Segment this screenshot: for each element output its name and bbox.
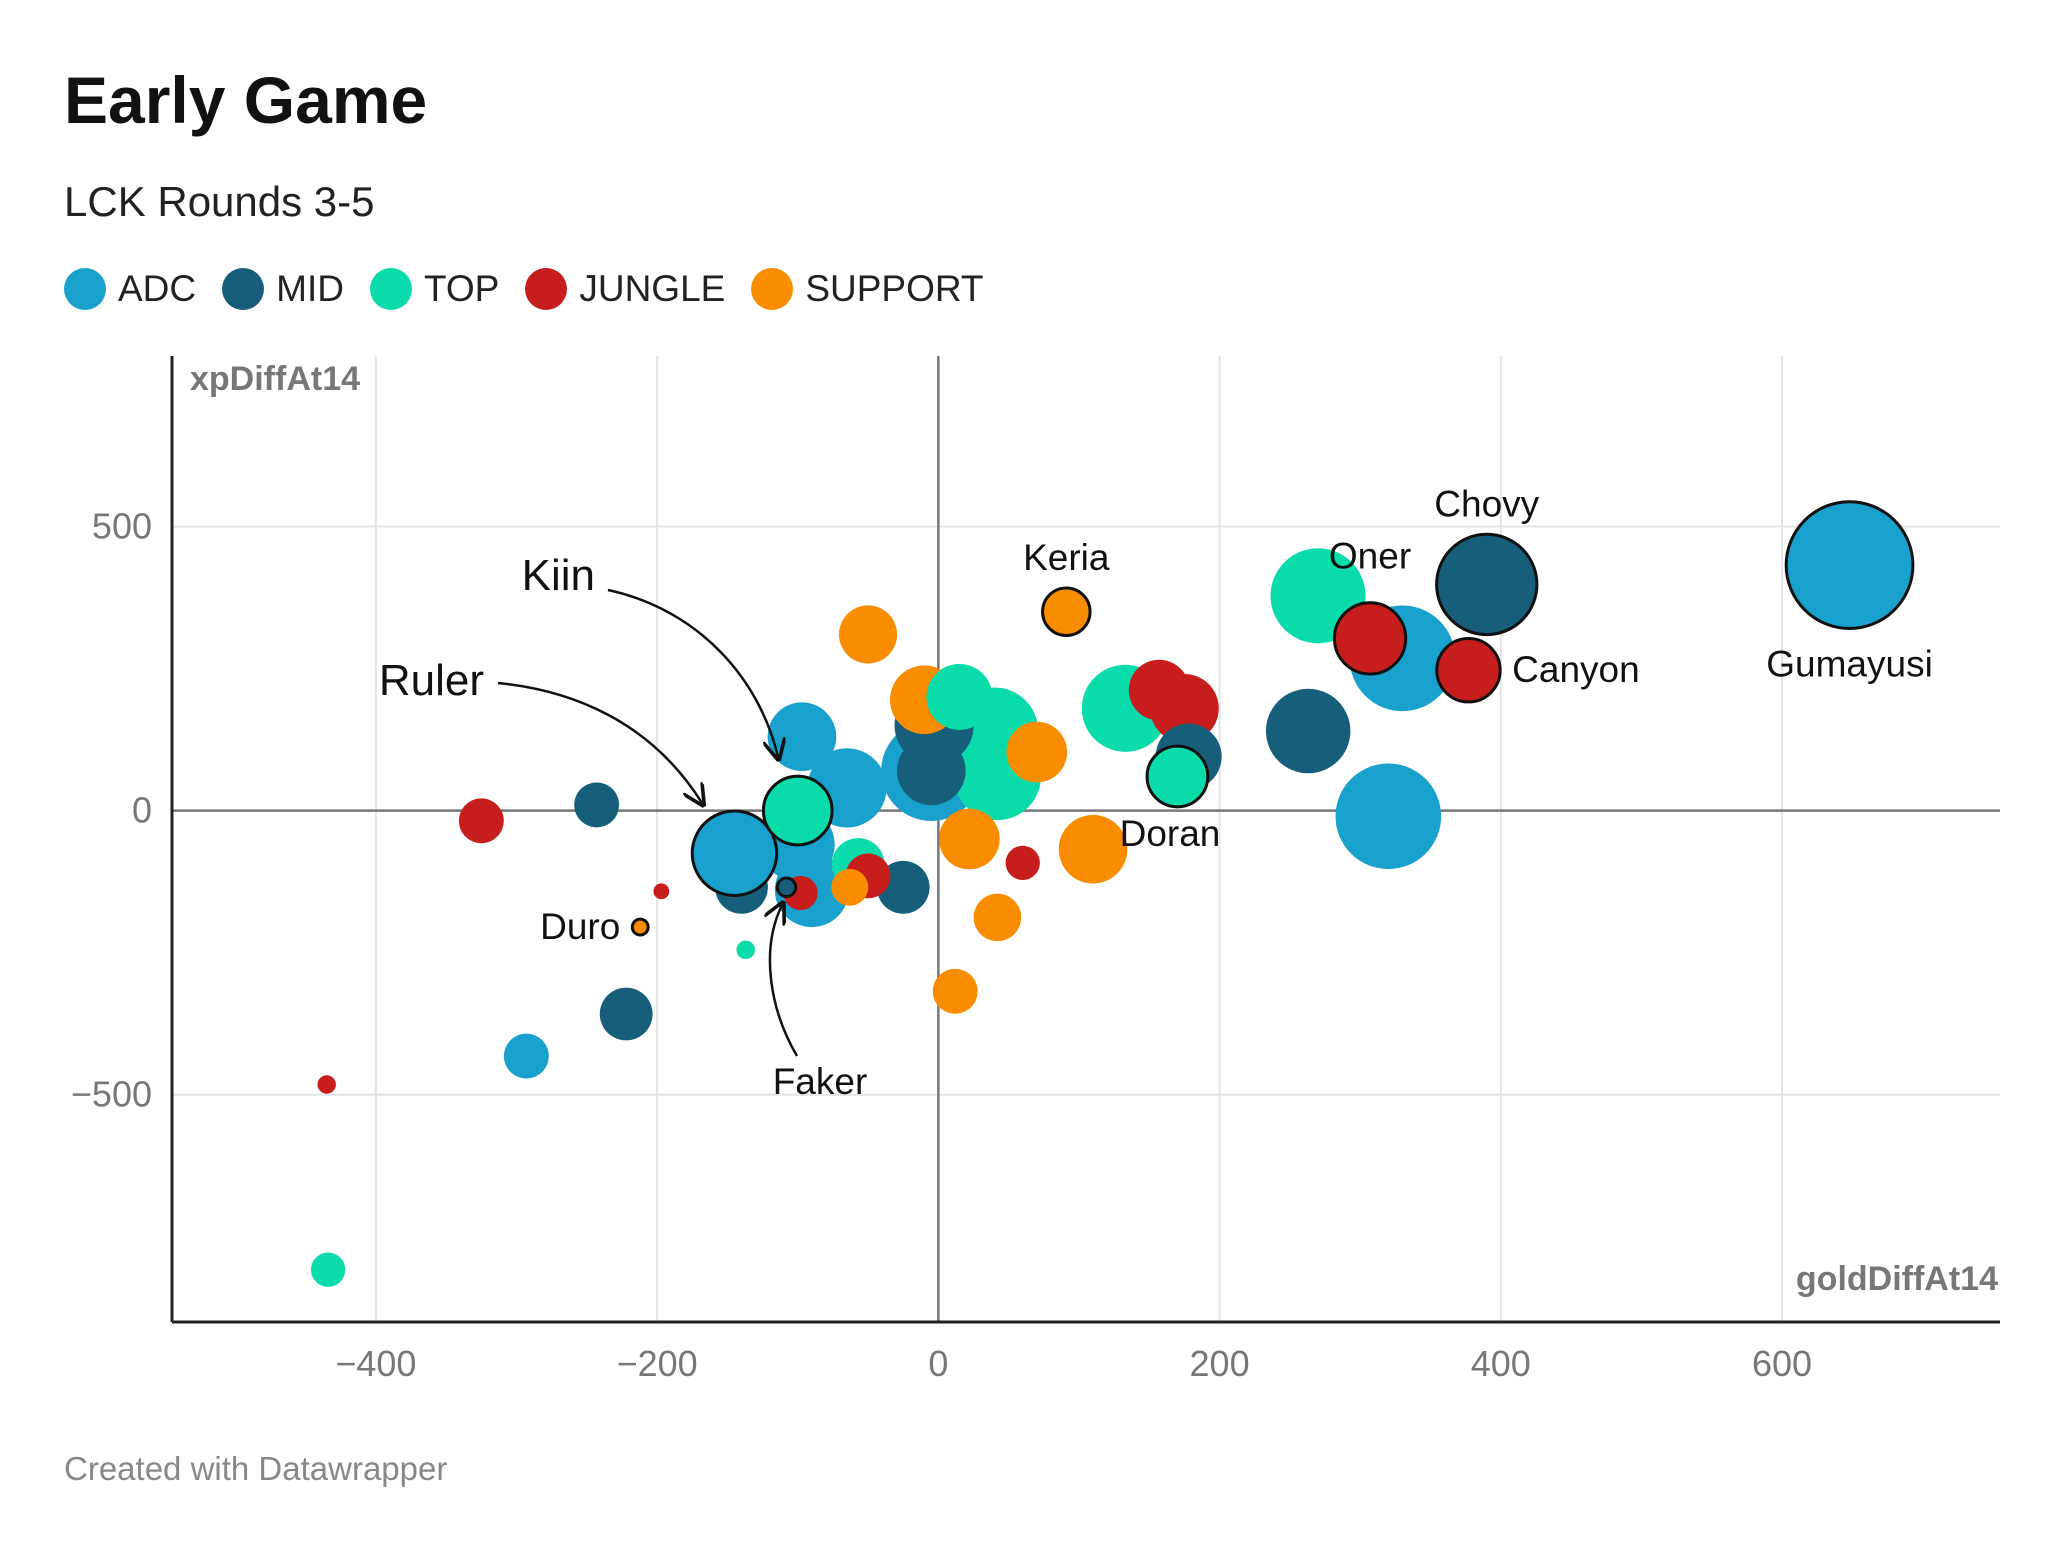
y-tick-label: −500 (71, 1074, 152, 1115)
point-adc (503, 1033, 549, 1079)
x-tick-label: 0 (928, 1343, 948, 1384)
point-jungle (458, 798, 504, 844)
point-label-gumayusi: Gumayusi (1766, 643, 1933, 684)
legend-label-jungle: JUNGLE (579, 268, 726, 309)
legend-item-adc: ADC (64, 268, 196, 310)
point-label-duro: Duro (540, 906, 620, 947)
y-tick-label: 0 (132, 790, 152, 831)
point-support (831, 868, 869, 906)
legend-label-top: TOP (423, 268, 500, 309)
point-support (973, 893, 1022, 942)
legend-swatch-top (369, 268, 412, 310)
point-top (926, 663, 993, 730)
point-mid (574, 782, 620, 828)
point-support (1006, 721, 1068, 783)
x-tick-label: 600 (1752, 1343, 1812, 1384)
legend-item-jungle: JUNGLE (525, 268, 725, 310)
point-jungle (317, 1075, 336, 1094)
point-support (938, 808, 1000, 870)
point-mid (897, 736, 966, 806)
point-jungle (653, 883, 670, 900)
point-labels: Gumayusi Chovy Ruler Oner Kiin Canyon Doran Ker… (379, 483, 1933, 1102)
point-adc (1335, 763, 1442, 870)
legend-item-support: SUPPORT (751, 268, 984, 310)
x-axis-title: goldDiffAt14 (1796, 1260, 1998, 1298)
point-top (736, 940, 755, 960)
y-tick-label: 500 (92, 505, 152, 546)
point-support (1058, 814, 1128, 884)
point-label-kiin: Kiin (522, 551, 595, 600)
point-mid-chovy (1435, 532, 1539, 637)
legend: ADC MID TOP JUNGLE SUPPORT (64, 268, 1010, 310)
point-adc (767, 702, 837, 772)
legend-label-mid: MID (276, 268, 344, 309)
legend-swatch-mid (222, 268, 265, 310)
point-adc-gumayusi (1784, 500, 1915, 630)
point-mid (599, 987, 653, 1041)
legend-item-mid: MID (222, 268, 344, 310)
point-support-keria (1041, 586, 1092, 637)
point-support (932, 968, 978, 1014)
point-top-doran (1145, 744, 1210, 809)
legend-swatch-adc (64, 268, 106, 310)
point-jungle-canyon (1435, 637, 1502, 704)
x-tick-label: −200 (617, 1343, 698, 1384)
x-tick-label: −400 (335, 1343, 416, 1384)
point-mid-faker (775, 876, 798, 899)
chart-title: Early Game (64, 63, 428, 137)
point-jungle-oner (1332, 601, 1408, 676)
point-support (839, 605, 898, 664)
point-label-chovy: Chovy (1434, 483, 1539, 524)
point-label-doran: Doran (1120, 813, 1221, 854)
legend-swatch-support (751, 268, 794, 310)
point-support-duro (630, 917, 650, 937)
y-axis-title: xpDiffAt14 (190, 360, 360, 398)
arrow-faker (770, 905, 799, 1057)
point-mid (1265, 688, 1351, 774)
chart-subtitle: LCK Rounds 3-5 (64, 178, 375, 225)
point-adc-ruler (690, 809, 779, 897)
x-tick-label: 400 (1471, 1343, 1531, 1384)
footer-credit: Created with Datawrapper (64, 1450, 448, 1487)
point-label-oner: Oner (1329, 535, 1411, 576)
x-tick-label: 200 (1190, 1343, 1250, 1384)
annotation-arrows (497, 588, 799, 1057)
point-label-keria: Keria (1023, 537, 1110, 578)
point-top (310, 1252, 346, 1287)
axes: −400 −200 0 200 400 600 500 0 −500 (71, 356, 2000, 1384)
point-top-kiin (761, 774, 834, 847)
point-label-canyon: Canyon (1512, 649, 1640, 690)
point-jungle (1128, 659, 1190, 721)
point-label-faker: Faker (773, 1061, 868, 1102)
arrow-ruler (497, 681, 702, 803)
arrow-kiin (607, 588, 778, 757)
data-points (310, 500, 1915, 1287)
point-label-ruler: Ruler (379, 656, 484, 705)
legend-label-support: SUPPORT (805, 268, 984, 309)
point-jungle (1005, 845, 1040, 881)
legend-swatch-jungle (525, 268, 568, 310)
legend-label-adc: ADC (118, 268, 197, 309)
legend-item-top: TOP (369, 268, 500, 310)
